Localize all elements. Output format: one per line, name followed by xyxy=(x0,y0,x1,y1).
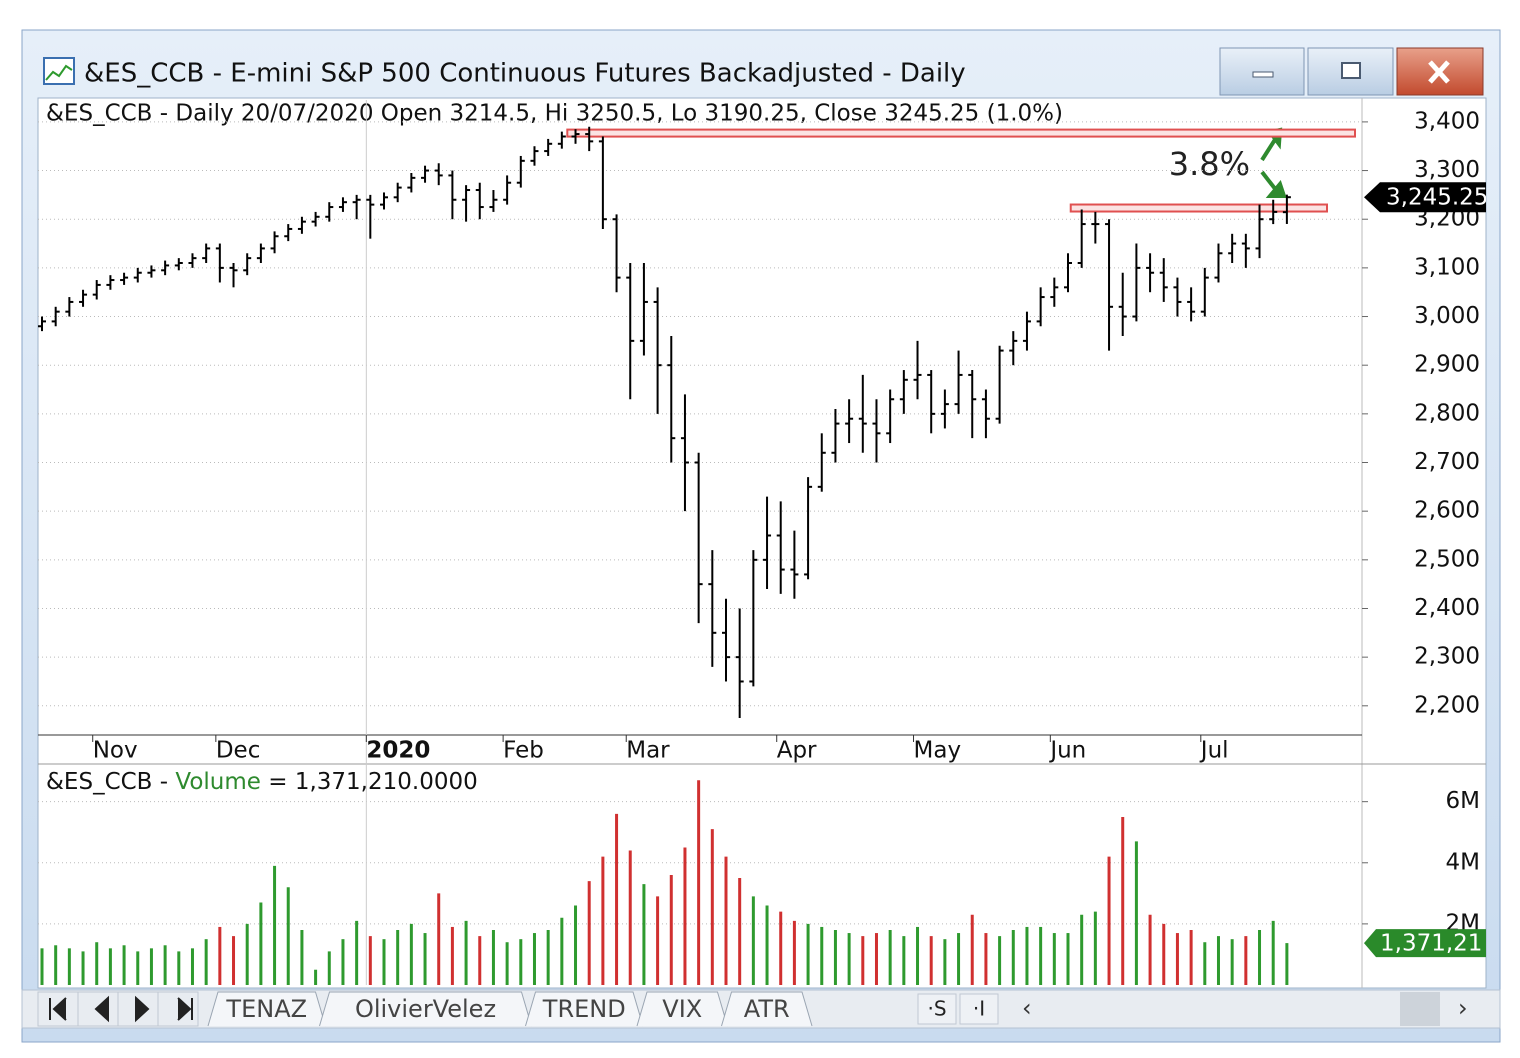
y-tick-label: 2,800 xyxy=(1414,400,1480,426)
tab-label: TENAZ xyxy=(225,995,307,1023)
annotation: 3.8% xyxy=(1169,145,1250,183)
tab[interactable] xyxy=(721,991,813,1027)
tool-button[interactable] xyxy=(959,993,999,1025)
x-tick-label: Dec xyxy=(216,738,261,764)
y-tick-label: 3,100 xyxy=(1414,254,1480,280)
y-tick-label: 3,300 xyxy=(1414,157,1480,183)
price-tag-label: 3,245.25 xyxy=(1386,185,1488,211)
price-tag xyxy=(1364,182,1486,213)
x-tick-label: Nov xyxy=(93,738,138,764)
x-tick-label: Feb xyxy=(503,738,544,764)
y-tick-label: 2,700 xyxy=(1414,449,1480,475)
volume-tag-label: 1,371,21 xyxy=(1380,931,1482,957)
app-icon xyxy=(43,57,75,85)
nav: TENAZ OlivierVelez TREND VIX ATR ·S ·I xyxy=(37,991,999,1027)
icon xyxy=(1428,60,1450,84)
tab-label: ATR xyxy=(744,995,790,1023)
tool-label: ·I xyxy=(973,997,985,1021)
volume-header: &ES_CCB - Volume = 1,371,210.0000 xyxy=(46,769,478,795)
volume-indicator: Volume xyxy=(175,769,261,795)
y-tick-label: 4M xyxy=(1446,849,1480,875)
nav-icon xyxy=(135,995,150,1023)
y-tick-label: 2,300 xyxy=(1414,644,1480,670)
tool-label: ·S xyxy=(927,997,946,1021)
nav-icon xyxy=(94,995,109,1023)
y-tick-label: 2,600 xyxy=(1414,498,1480,524)
y-tick-label: 2,200 xyxy=(1414,692,1480,718)
y-tick-label: 3,400 xyxy=(1414,108,1480,134)
level-zone xyxy=(1069,203,1328,213)
volume-header-prefix: &ES_CCB - xyxy=(46,769,175,795)
scroll-thumb[interactable] xyxy=(1400,992,1440,1026)
volume-tag xyxy=(1364,929,1486,958)
tab[interactable] xyxy=(319,991,532,1027)
nav-icon xyxy=(49,997,67,1021)
icon xyxy=(1341,62,1361,79)
window-title: &ES_CCB - E-mini S&P 500 Continuous Futu… xyxy=(84,59,966,89)
x-tick-label: May xyxy=(914,738,962,764)
tab[interactable] xyxy=(636,991,728,1027)
chart-area xyxy=(37,97,1487,989)
icon xyxy=(1252,71,1274,78)
x-tick-label: Mar xyxy=(626,738,670,764)
volume-readout: = 1,371,210.0000 xyxy=(261,769,478,795)
tab[interactable] xyxy=(525,991,644,1027)
tab-label: VIX xyxy=(662,995,702,1023)
x-tick-label: Jul xyxy=(1199,738,1229,764)
y-tick-label: 2,900 xyxy=(1414,352,1480,378)
scroll-left[interactable]: ‹ xyxy=(1022,994,1032,1022)
x-tick-label: 2020 xyxy=(366,738,430,764)
tool-button[interactable] xyxy=(917,993,957,1025)
level-zone xyxy=(566,128,1356,138)
y-tick-label: 6M xyxy=(1446,788,1480,814)
nav-icon xyxy=(177,997,193,1021)
y-tick-label: 3,000 xyxy=(1414,303,1480,329)
price-header: &ES_CCB - Daily 20/07/2020 Open 3214.5, … xyxy=(46,101,1063,127)
tab[interactable] xyxy=(207,991,326,1027)
x-tick-label: Jun xyxy=(1048,738,1086,764)
scroll-right[interactable]: › xyxy=(1458,994,1468,1022)
x-tick-label: Apr xyxy=(777,738,817,764)
tags: 3,245.25 1,371,21 xyxy=(1364,182,1488,958)
tab-label: OlivierVelez xyxy=(355,995,496,1023)
tab-label: TREND xyxy=(542,995,626,1023)
y-tick-label: 2,400 xyxy=(1414,595,1480,621)
y-tick-label: 2,500 xyxy=(1414,546,1480,572)
